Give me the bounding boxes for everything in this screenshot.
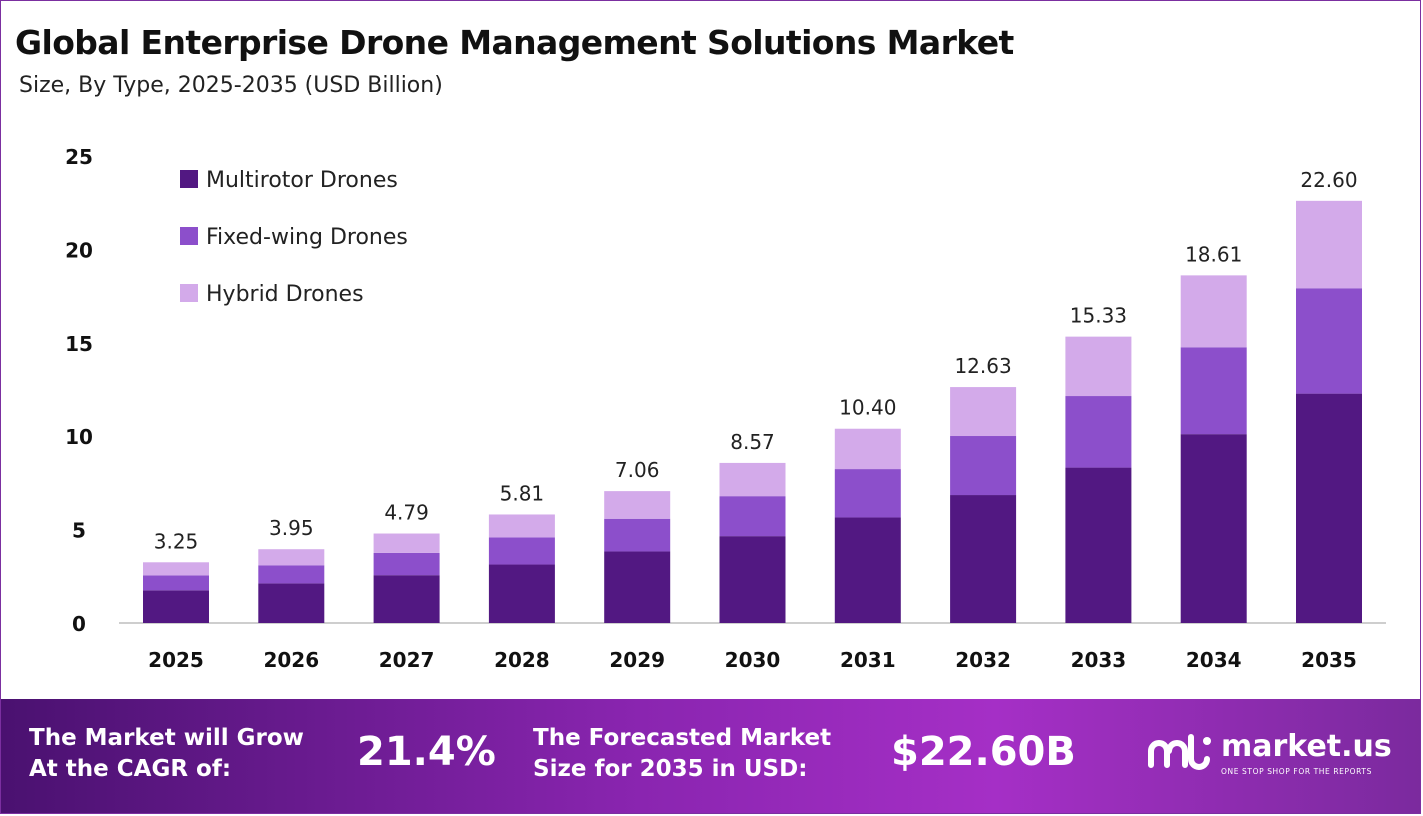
x-tick-label-2029: 2029 xyxy=(609,648,665,672)
bar-2031-series-1 xyxy=(834,469,901,518)
data-label-2033: 15.33 xyxy=(1070,304,1127,328)
data-label-2025: 3.25 xyxy=(154,529,199,553)
bar-2030-series-0 xyxy=(719,536,786,623)
data-label-2028: 5.81 xyxy=(500,481,545,505)
market-us-logo-icon xyxy=(1148,734,1211,770)
y-tick-label-3: 15 xyxy=(65,332,93,356)
legend-swatch-0 xyxy=(180,170,198,188)
x-tick-label-2032: 2032 xyxy=(955,648,1011,672)
forecast-value: $22.60B xyxy=(891,729,1076,775)
bar-2025-series-2 xyxy=(143,562,209,576)
bar-2026-series-0 xyxy=(258,583,325,623)
legend-label-0: Multirotor Drones xyxy=(206,168,398,193)
bar-2028-series-1 xyxy=(488,537,555,565)
bar-2033-series-1 xyxy=(1065,396,1132,468)
data-label-2027: 4.79 xyxy=(384,501,429,525)
data-label-2035: 22.60 xyxy=(1300,168,1357,192)
forecast-label: The Forecasted Market Size for 2035 in U… xyxy=(533,723,831,785)
x-tick-label-2026: 2026 xyxy=(263,648,319,672)
data-label-2030: 8.57 xyxy=(730,430,775,454)
forecast-label-line-2: Size for 2035 in USD: xyxy=(533,756,808,782)
y-tick-label-0: 0 xyxy=(72,612,86,636)
legend-label-1: Fixed-wing Drones xyxy=(206,225,408,250)
cagr-value: 21.4% xyxy=(357,729,496,775)
y-tick-label-5: 25 xyxy=(65,145,93,169)
y-tick-label-2: 10 xyxy=(65,425,93,449)
chart-title: Global Enterprise Drone Management Solut… xyxy=(15,23,1014,62)
y-tick-label-4: 20 xyxy=(65,238,93,262)
bar-2026-series-2 xyxy=(258,549,325,566)
bar-2025-series-0 xyxy=(143,590,209,623)
y-tick-label-1: 5 xyxy=(72,519,86,543)
x-tick-label-2030: 2030 xyxy=(725,648,781,672)
data-label-2026: 3.95 xyxy=(269,516,314,540)
x-tick-label-2033: 2033 xyxy=(1071,648,1127,672)
bar-2025-series-1 xyxy=(143,575,209,591)
cagr-label: The Market will Grow At the CAGR of: xyxy=(29,723,304,785)
stacked-bar-chart: 05101520253.2520253.9520264.7920275.8120… xyxy=(65,145,1386,672)
x-tick-label-2035: 2035 xyxy=(1301,648,1357,672)
legend-swatch-2 xyxy=(180,284,198,302)
cagr-label-line-1: The Market will Grow xyxy=(29,725,304,751)
bar-2031-series-0 xyxy=(834,517,901,623)
bar-2027-series-2 xyxy=(373,533,440,553)
bar-2034-series-0 xyxy=(1180,434,1247,623)
chart-subtitle: Size, By Type, 2025-2035 (USD Billion) xyxy=(19,73,443,98)
bar-2034-series-2 xyxy=(1180,275,1247,348)
bar-2033-series-2 xyxy=(1065,336,1132,397)
data-label-2029: 7.06 xyxy=(615,458,660,482)
bar-2026-series-1 xyxy=(258,565,325,584)
x-tick-label-2027: 2027 xyxy=(379,648,435,672)
data-label-2034: 18.61 xyxy=(1185,242,1242,266)
bar-2029-series-1 xyxy=(604,518,671,552)
cagr-label-line-2: At the CAGR of: xyxy=(29,756,232,782)
bar-2032-series-0 xyxy=(950,495,1017,623)
bar-2028-series-2 xyxy=(488,514,555,538)
bar-2034-series-1 xyxy=(1180,347,1247,435)
bar-2035-series-1 xyxy=(1296,288,1362,394)
footer-banner: The Market will Grow At the CAGR of: 21.… xyxy=(1,699,1420,813)
data-label-2032: 12.63 xyxy=(954,354,1011,378)
forecast-label-line-1: The Forecasted Market xyxy=(533,725,832,751)
bar-2035-series-2 xyxy=(1296,200,1362,289)
bar-2028-series-0 xyxy=(488,564,555,623)
bar-2030-series-1 xyxy=(719,496,786,537)
bar-2030-series-2 xyxy=(719,462,786,497)
bar-2029-series-0 xyxy=(604,551,671,623)
bar-2027-series-1 xyxy=(373,552,440,576)
legend-label-2: Hybrid Drones xyxy=(206,282,364,307)
x-tick-label-2025: 2025 xyxy=(148,648,204,672)
x-tick-label-2034: 2034 xyxy=(1186,648,1242,672)
bar-2031-series-2 xyxy=(834,428,901,470)
logo-tagline: ONE STOP SHOP FOR THE REPORTS xyxy=(1221,767,1372,776)
bar-2027-series-0 xyxy=(373,575,440,623)
x-tick-label-2031: 2031 xyxy=(840,648,896,672)
bar-2029-series-2 xyxy=(604,491,671,519)
legend-swatch-1 xyxy=(180,227,198,245)
logo-wordmark: market.us xyxy=(1221,729,1392,764)
bar-2035-series-0 xyxy=(1296,393,1362,623)
bar-2032-series-2 xyxy=(950,387,1017,437)
data-label-2031: 10.40 xyxy=(839,396,896,420)
x-tick-label-2028: 2028 xyxy=(494,648,550,672)
bar-2033-series-0 xyxy=(1065,467,1132,623)
bar-2032-series-1 xyxy=(950,436,1017,496)
